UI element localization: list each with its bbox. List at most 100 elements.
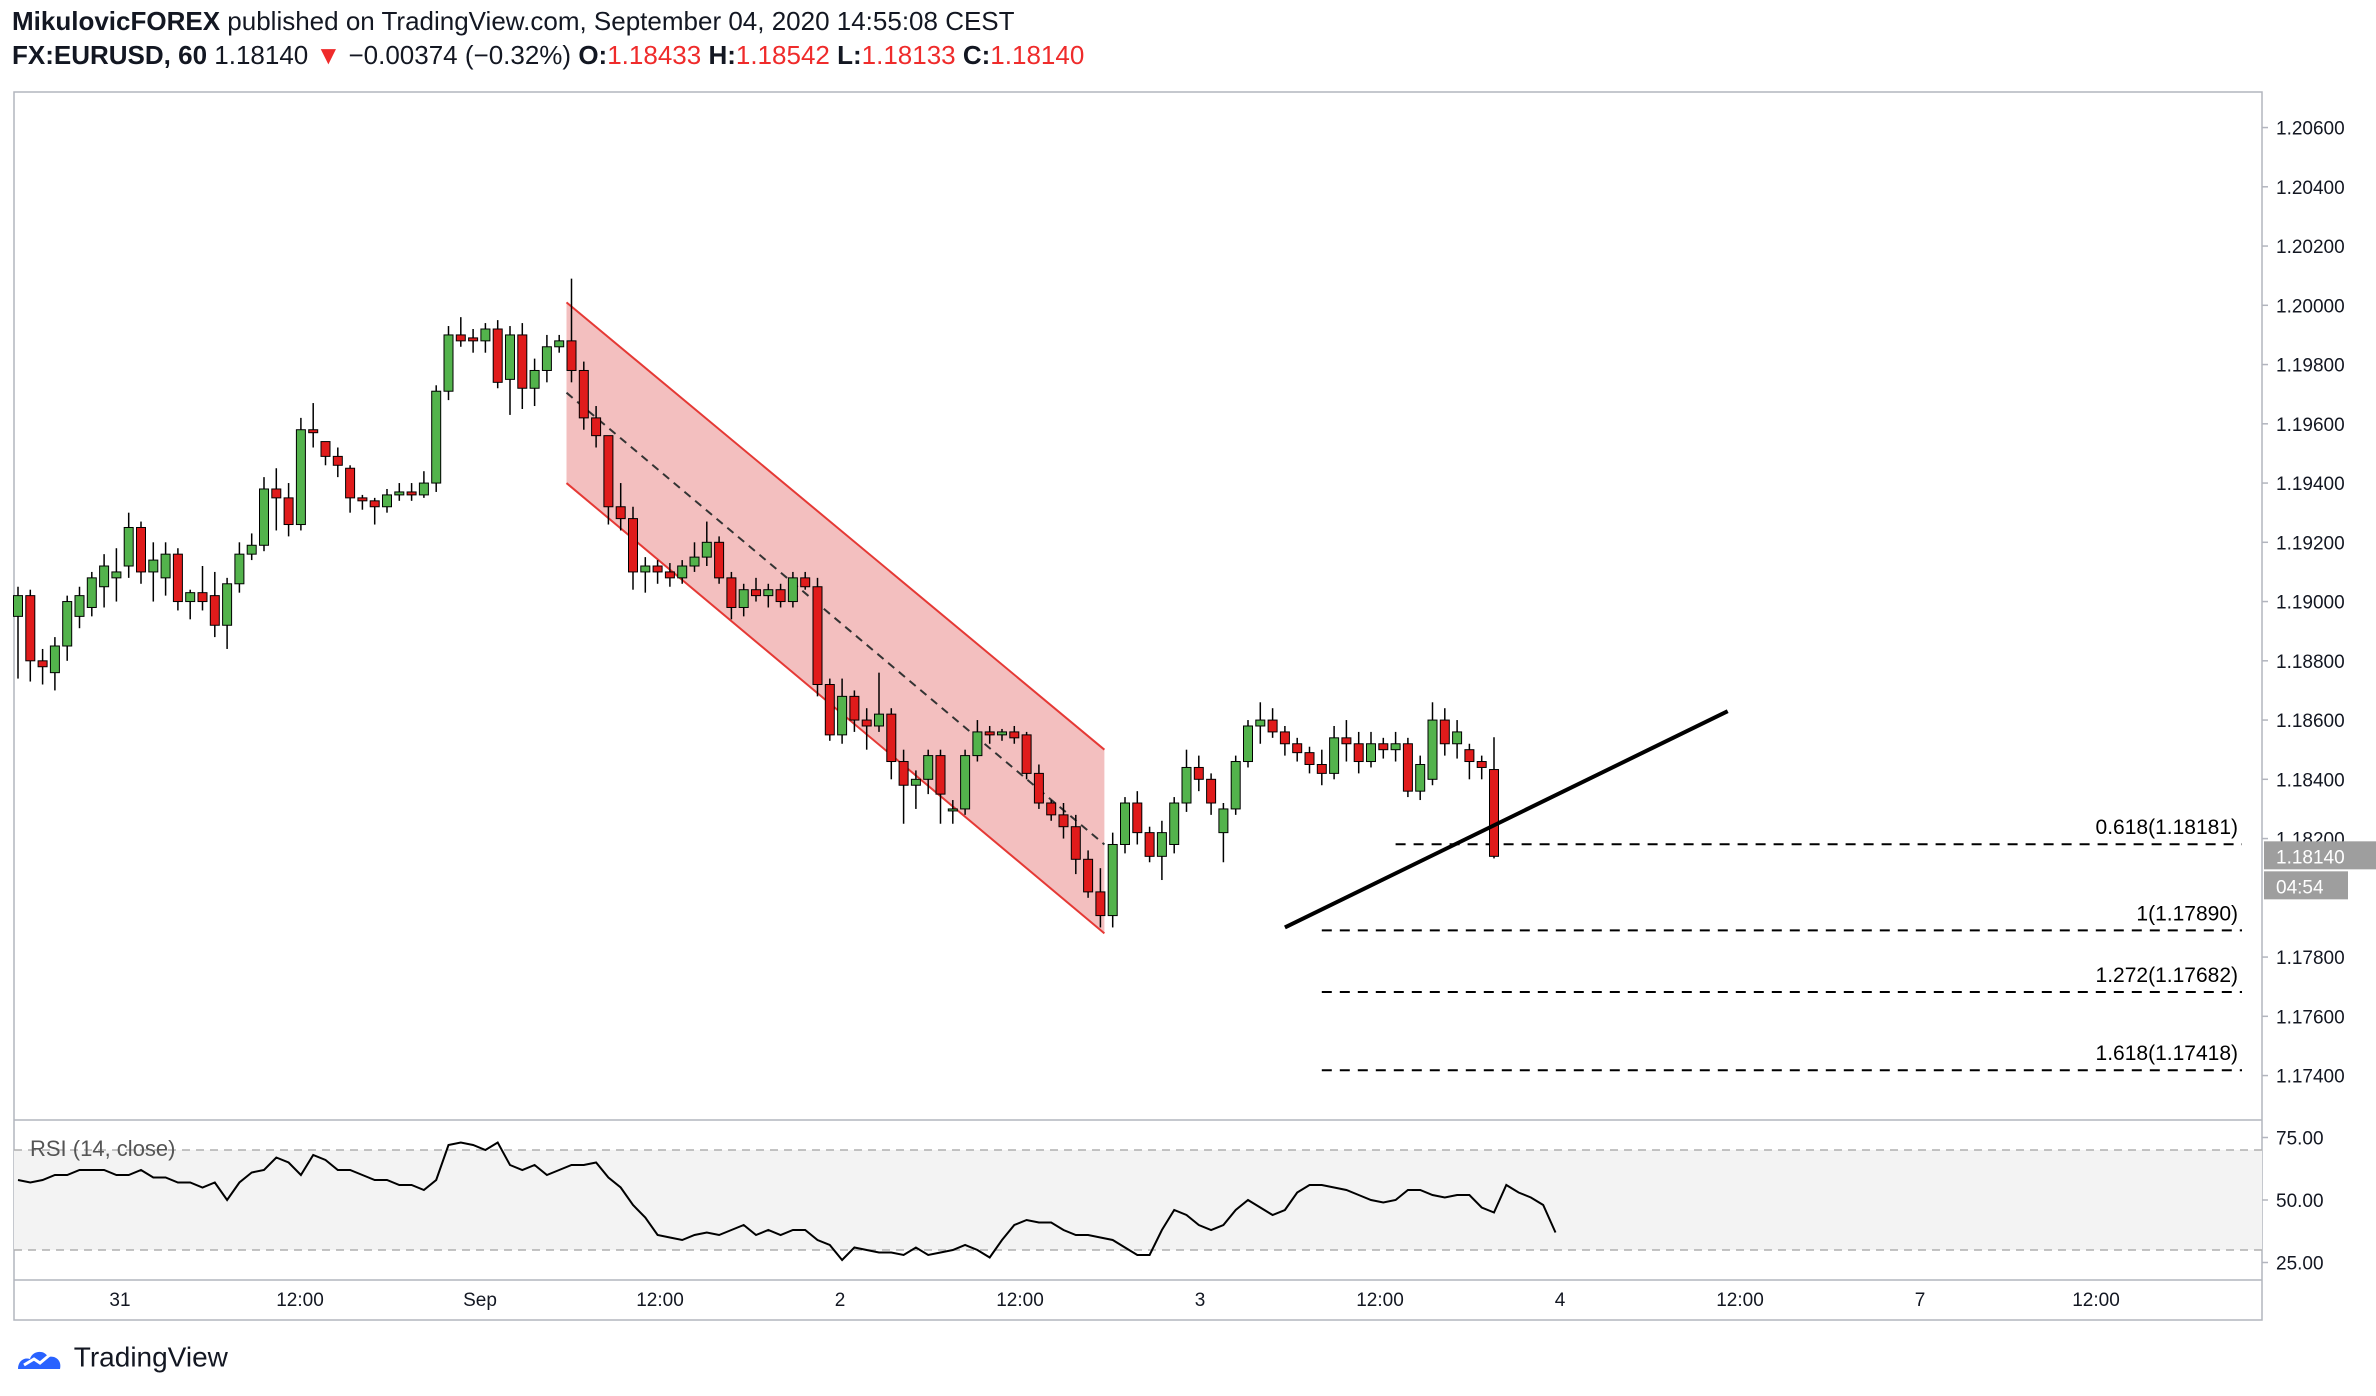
candle-body [197, 592, 208, 603]
candle-body [160, 553, 171, 579]
candle-body [455, 334, 466, 342]
candle-body [1021, 734, 1032, 774]
candle-body [714, 541, 725, 579]
candle-body [1415, 763, 1426, 792]
candle-body [824, 684, 835, 736]
candle-body [468, 337, 479, 342]
candle-body [505, 334, 515, 380]
symbol-label: FX:EURUSD, 60 [12, 40, 208, 70]
candle-body [1218, 808, 1229, 834]
fib-level-label: 1(1.17890) [2136, 902, 2238, 925]
time-axis-label: Sep [463, 1290, 497, 1311]
candle-body [148, 559, 159, 573]
candle-body [1464, 749, 1475, 763]
candle-body [234, 553, 245, 585]
candle-body [1083, 858, 1094, 893]
candle-body [554, 340, 565, 348]
candle-body [984, 731, 995, 736]
candle-body [49, 645, 60, 674]
published-text: published on TradingView.com, September … [227, 6, 1015, 36]
candle-body [1366, 743, 1376, 763]
candle-body [886, 713, 897, 763]
candle-body [775, 589, 786, 603]
candle-body [1255, 719, 1266, 727]
candle-body [1341, 737, 1352, 745]
candle-body [738, 589, 749, 608]
candle-body [726, 577, 737, 608]
tradingview-brand[interactable]: TradingView [14, 1340, 228, 1374]
candle-body [812, 586, 823, 686]
candle-body [369, 500, 380, 508]
candle-body [259, 488, 269, 546]
candle-body [1267, 719, 1278, 733]
plot-frame [13, 91, 2263, 1321]
candle-body [492, 328, 503, 383]
candle-body [406, 491, 417, 496]
rsi-axis-label: 50.00 [2276, 1191, 2324, 1212]
candle-body [923, 755, 934, 780]
candle-body [1120, 802, 1130, 845]
time-axis-label: 2 [835, 1290, 846, 1311]
candle-body [763, 589, 774, 597]
candle-body [86, 577, 97, 608]
candle-body [74, 595, 85, 617]
candle-body [874, 713, 884, 727]
candle-body [677, 565, 688, 579]
candle-body [701, 541, 712, 558]
candle-body [1439, 719, 1450, 745]
candle-body [1058, 814, 1069, 828]
candle-body [1452, 731, 1463, 745]
time-axis-label: 3 [1195, 1290, 1206, 1311]
fib-level-label: 1.618(1.17418) [2096, 1042, 2238, 1065]
candle-body [751, 589, 761, 597]
candle-body [246, 544, 257, 555]
candle-body [1144, 832, 1155, 857]
candle-body [136, 526, 146, 573]
price-axis-label: 1.19000 [2276, 593, 2345, 614]
down-arrow-icon: ▼ [315, 40, 342, 70]
last-price-tag-label: 1.18140 [2276, 847, 2345, 868]
candle-body [1193, 766, 1204, 780]
candle-body [615, 506, 626, 520]
rsi-title: RSI (14, close) [30, 1136, 176, 1161]
symbol-ohlc-line: FX:EURUSD, 60 1.18140 ▼ −0.00374 (−0.32%… [12, 40, 1084, 71]
candle-body [1009, 731, 1020, 739]
price-axis-label: 1.18800 [2276, 652, 2345, 673]
candle-body [418, 482, 429, 496]
low-label: L: [837, 40, 862, 70]
candle-body [1230, 761, 1241, 810]
price-axis-label: 1.18600 [2276, 711, 2345, 732]
time-axis-label: 12:00 [996, 1290, 1044, 1311]
candle-body [997, 731, 1007, 736]
candle-body [787, 577, 798, 603]
price-axis-label: 1.20200 [2276, 237, 2345, 258]
candle-body [320, 441, 331, 457]
price-change: −0.00374 (−0.32%) [348, 40, 572, 70]
price-axis-label: 1.20400 [2276, 178, 2345, 199]
price-axis-label: 1.19800 [2276, 356, 2345, 377]
candle-body [1378, 743, 1389, 751]
author-name: MikulovicFOREX [12, 6, 221, 36]
price-axis-label: 1.19400 [2276, 474, 2345, 495]
candle-body [529, 369, 540, 389]
candle-body [295, 429, 306, 526]
candle-body [1181, 766, 1192, 804]
candle-body [1046, 802, 1057, 816]
candle-body [1316, 763, 1327, 774]
candle-body [1390, 743, 1401, 751]
channel-mid-line [565, 391, 1106, 846]
candle-body [123, 526, 134, 567]
fib-level-label: 1.272(1.17682) [2096, 964, 2238, 987]
open-label: O: [578, 40, 608, 70]
high-value: 1.18542 [735, 40, 830, 70]
time-axis-label: 31 [109, 1290, 130, 1311]
candle-body [13, 595, 23, 617]
candle-body [578, 369, 589, 419]
price-axis-label: 1.17400 [2276, 1067, 2345, 1088]
candle-body [1427, 719, 1438, 780]
candle-body [1107, 843, 1118, 917]
candle-body [935, 755, 946, 795]
publish-info: MikulovicFOREX published on TradingView.… [12, 6, 1015, 37]
candle-body [849, 695, 860, 721]
